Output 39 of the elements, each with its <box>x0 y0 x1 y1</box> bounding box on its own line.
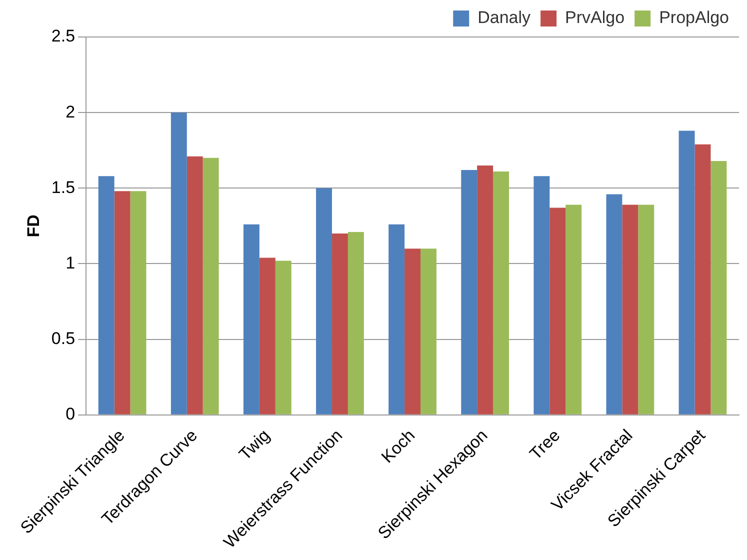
y-tick-label: 2 <box>66 102 76 122</box>
y-tick-label: 0 <box>66 404 76 424</box>
bar <box>275 260 292 414</box>
bar <box>566 204 582 414</box>
bar <box>316 188 332 414</box>
bar <box>202 158 219 414</box>
bar <box>130 191 146 414</box>
x-tick-label: Tree <box>526 426 564 464</box>
bar <box>259 258 276 414</box>
y-tick-label: 0.5 <box>51 329 76 348</box>
bar <box>404 248 420 414</box>
y-tick-label: 1.5 <box>51 178 76 197</box>
bar <box>606 194 622 414</box>
bar <box>477 165 494 414</box>
bar <box>461 170 478 414</box>
bar <box>710 160 727 414</box>
legend-label: PrvAlgo <box>565 8 625 28</box>
bar <box>550 208 566 414</box>
bar <box>534 176 550 414</box>
bar <box>243 224 260 414</box>
bar <box>186 156 203 414</box>
bar <box>420 248 436 414</box>
bar <box>493 172 510 414</box>
bar <box>678 130 695 414</box>
y-tick-label: 2.5 <box>51 26 76 46</box>
y-tick-label: 1 <box>66 253 76 272</box>
bar <box>170 112 187 414</box>
legend-label: Danaly <box>478 8 532 28</box>
bar <box>694 144 711 414</box>
legend-label: PropAlgo <box>659 8 730 28</box>
bar <box>388 224 405 414</box>
bar <box>622 204 638 414</box>
y-axis-title: FD <box>24 214 43 238</box>
bar <box>114 191 130 414</box>
bar <box>98 176 114 414</box>
bar <box>638 204 654 414</box>
bar <box>348 232 364 414</box>
x-tick-label: Twig <box>235 426 274 464</box>
bar <box>332 234 348 414</box>
